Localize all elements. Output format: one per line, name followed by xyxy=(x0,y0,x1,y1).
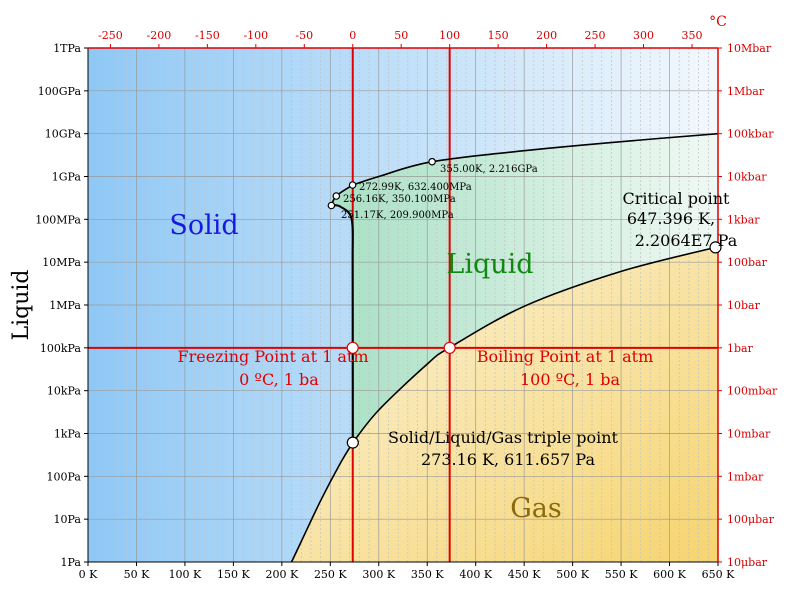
axes: 0 K 50 K 100 K 150 K 200 K 250 K 300 K 350 K 400… xyxy=(35,29,778,581)
y-tick-label: 1Pa xyxy=(61,556,82,569)
x-tick-label: 350 K xyxy=(411,568,444,581)
boiling-point-marker xyxy=(443,341,456,354)
top-tick-label: -250 xyxy=(98,29,123,42)
right-tick-label: 10Mbar xyxy=(727,42,772,55)
right-tick-label: 100bar xyxy=(727,256,768,269)
top-tick-label: 0 xyxy=(349,29,356,42)
triple-point-marker xyxy=(346,436,359,449)
x-tick-label: 550 K xyxy=(605,568,638,581)
y-axis-label: Liquid xyxy=(9,269,34,340)
right-tick-label: 1mbar xyxy=(727,470,764,483)
curve-sublimation xyxy=(290,442,354,562)
curve-melting-low xyxy=(331,204,354,443)
y-tick-label: 1kPa xyxy=(54,428,82,441)
top-tick-label: 350 xyxy=(681,29,702,42)
right-tick-label: 10mbar xyxy=(727,428,771,441)
freezing-point-marker xyxy=(346,341,359,354)
top-tick-label: 200 xyxy=(536,29,557,42)
x-tick-label: 400 K xyxy=(459,568,492,581)
top-tick-label: 300 xyxy=(633,29,654,42)
y-tick-label: 1GPa xyxy=(52,171,82,184)
point-272-label: 272.99K, 632.400MPa xyxy=(359,182,472,193)
boiling-point-label-1: Boiling Point at 1 atm xyxy=(477,347,654,366)
y-tick-label: 10MPa xyxy=(42,256,81,269)
x-tick-label: 200 K xyxy=(265,568,298,581)
y-tick-label: 1MPa xyxy=(49,299,81,312)
critical-point-label-3: 2.2064E7 Pa xyxy=(635,231,738,250)
critical-point-label-2: 647.396 K, xyxy=(627,209,715,228)
top-tick-label: 50 xyxy=(394,29,408,42)
top-tick-label: -150 xyxy=(195,29,220,42)
x-tick-label: 600 K xyxy=(653,568,686,581)
point-markers xyxy=(327,157,722,449)
triple-point-label-1: Solid/Liquid/Gas triple point xyxy=(388,428,619,447)
top-tick-label: 250 xyxy=(585,29,606,42)
top-tick-label: 150 xyxy=(488,29,509,42)
liquid-region-label: Liquid xyxy=(446,249,533,280)
x-tick-label: 50 K xyxy=(124,568,150,581)
right-tick-label: 10bar xyxy=(727,299,761,312)
x-tick-label: 0 K xyxy=(79,568,98,581)
point-251-label: 251.17K, 209.900MPa xyxy=(341,210,454,221)
right-tick-label: 10μbar xyxy=(727,556,768,569)
freezing-point-label-2: 0 ºC, 1 ba xyxy=(239,370,319,389)
x-tick-label: 650 K xyxy=(702,568,735,581)
x-tick-label: 500 K xyxy=(556,568,589,581)
right-tick-label: 100μbar xyxy=(727,513,775,526)
x-tick-label: 100 K xyxy=(169,568,202,581)
curve-vaporization xyxy=(352,246,716,444)
triple-point-label-2: 273.16 K, 611.657 Pa xyxy=(421,450,595,469)
right-tick-label: 10kbar xyxy=(727,171,767,184)
y-tick-label: 10kPa xyxy=(47,385,82,398)
curve-melting-high xyxy=(352,132,718,186)
y-tick-label: 10GPa xyxy=(45,128,82,141)
top-tick-label: -100 xyxy=(243,29,268,42)
point-256-label: 256.16K, 350.100MPa xyxy=(343,194,456,205)
point-355-label: 355.00K, 2.216GPa xyxy=(440,164,538,175)
critical-point-marker xyxy=(709,241,722,254)
top-tick-label: 100 xyxy=(439,29,460,42)
boiling-point-label-2: 100 ºC, 1 ba xyxy=(520,370,621,389)
y-tick-label: 100kPa xyxy=(40,342,82,355)
top-tick-label: -50 xyxy=(295,29,313,42)
y-tick-label: 1TPa xyxy=(53,42,81,55)
x-tick-label: 450 K xyxy=(508,568,541,581)
y-tick-label: 10Pa xyxy=(54,513,82,526)
right-tick-label: 1bar xyxy=(727,342,754,355)
gas-region-label: Gas xyxy=(510,493,562,524)
y-tick-label: 100GPa xyxy=(38,85,82,98)
y-tick-label: 100Pa xyxy=(47,470,82,483)
point-272-marker xyxy=(348,181,357,189)
freezing-point-label-1: Freezing Point at 1 atm xyxy=(177,347,368,366)
x-tick-label: 300 K xyxy=(362,568,395,581)
point-355-marker xyxy=(428,157,436,166)
right-tick-label: 100kbar xyxy=(727,128,774,141)
right-tick-label: 100mbar xyxy=(727,385,778,398)
right-tick-label: 1kbar xyxy=(727,213,760,226)
top-tick-label: -200 xyxy=(147,29,172,42)
point-251-marker xyxy=(327,201,336,210)
point-256-marker xyxy=(332,192,341,200)
x-tick-label: 250 K xyxy=(314,568,347,581)
right-tick-label: 1Mbar xyxy=(727,85,765,98)
y-tick-label: 100MPa xyxy=(35,213,81,226)
solid-region-label: Solid xyxy=(169,210,238,241)
x-tick-label: 150 K xyxy=(217,568,250,581)
critical-point-label-1: Critical point xyxy=(623,189,731,208)
top-axis-unit: °C xyxy=(709,14,727,30)
